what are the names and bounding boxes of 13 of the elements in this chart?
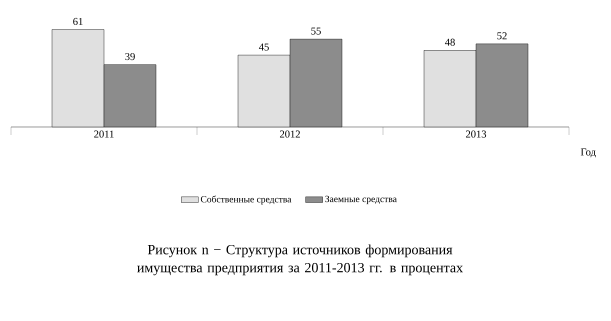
x-tick-label: 2013 bbox=[466, 130, 486, 138]
legend-label: Собственные средства bbox=[200, 196, 292, 204]
data-label: 39 bbox=[125, 53, 135, 60]
text: Рисунок n − Структура источников формирования имущества предприятия за 2011-2013 гг. в процентах bbox=[137, 244, 463, 276]
x-tick-label: 2011 bbox=[94, 130, 114, 138]
data-label: 61 bbox=[73, 18, 83, 25]
x-axis-title: Год bbox=[580, 148, 596, 158]
data-label: 52 bbox=[497, 32, 507, 40]
legend-label: Заемные средства bbox=[325, 196, 397, 204]
data-label: 48 bbox=[444, 38, 455, 46]
data-label: 45 bbox=[258, 44, 269, 51]
data-label: 55 bbox=[311, 28, 321, 35]
x-tick-label: 2012 bbox=[280, 130, 300, 138]
